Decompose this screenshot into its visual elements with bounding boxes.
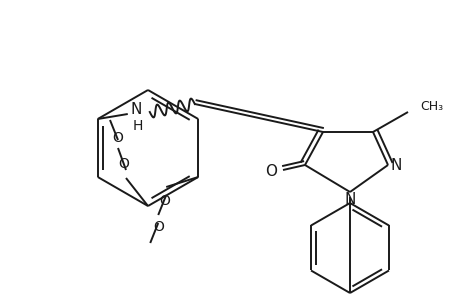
Text: N: N (130, 103, 141, 118)
Text: O: O (112, 131, 123, 145)
Text: N: N (390, 158, 401, 172)
Text: O: O (152, 220, 163, 234)
Text: N: N (344, 193, 355, 208)
Text: CH₃: CH₃ (419, 100, 442, 113)
Text: H: H (132, 119, 143, 133)
Text: O: O (158, 194, 169, 208)
Text: O: O (264, 164, 276, 179)
Text: O: O (118, 157, 129, 171)
